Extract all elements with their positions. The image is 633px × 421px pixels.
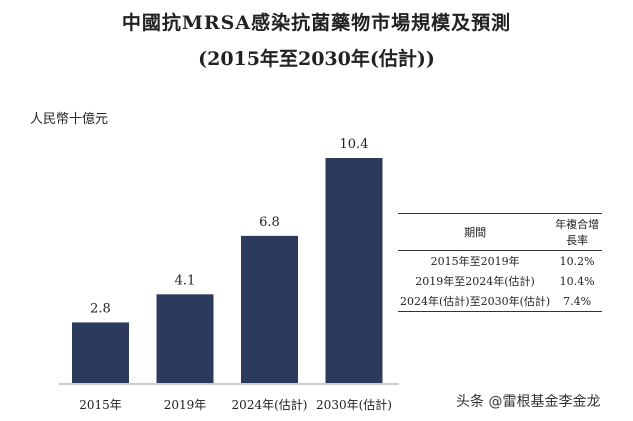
data-label: 2.8 [90,301,111,316]
bar [72,322,129,383]
table-cell: 10.2% [559,254,595,268]
cagr-table: 期間 年複合增長率 2015年至2019年 10.2% 2019年至2024年(估… [398,213,602,312]
table-cell: 2019年至2024年(估計) [415,275,535,288]
chart-title: 中國抗MRSA感染抗菌藥物市場規模及預測 [121,12,512,34]
x-tick-label: 2019年 [164,398,207,412]
table-cell: 7.4% [563,294,592,308]
chart-subtitle: (2015年至2030年(估計)) [198,48,435,70]
table-row: 2019年至2024年(估計) 10.4% [398,271,602,291]
bar [156,294,214,383]
data-label: 10.4 [340,137,369,152]
table-row: 2024年(估計)至2030年(估計) 7.4% [398,291,602,312]
x-tick-label: 2024年(估計) [232,397,308,412]
table-header: 年複合增長率 [555,218,600,247]
bar [241,235,298,383]
watermark: 头条 @雷根基金李金龙 [456,394,601,410]
table-cell: 2024年(估計)至2030年(估計) [400,295,551,308]
table-cell: 10.4% [559,274,595,288]
x-tick-label: 2030年(估計) [316,397,392,412]
bar [325,158,383,383]
table-header: 期間 [464,226,487,239]
y-axis-unit: 人民幣十億元 [30,112,109,127]
table-cell: 2015年至2019年 [430,255,520,268]
data-label: 6.8 [259,215,280,230]
table-row: 2015年至2019年 10.2% [398,251,602,272]
x-tick-label: 2015年 [79,398,122,412]
data-label: 4.1 [175,273,196,288]
